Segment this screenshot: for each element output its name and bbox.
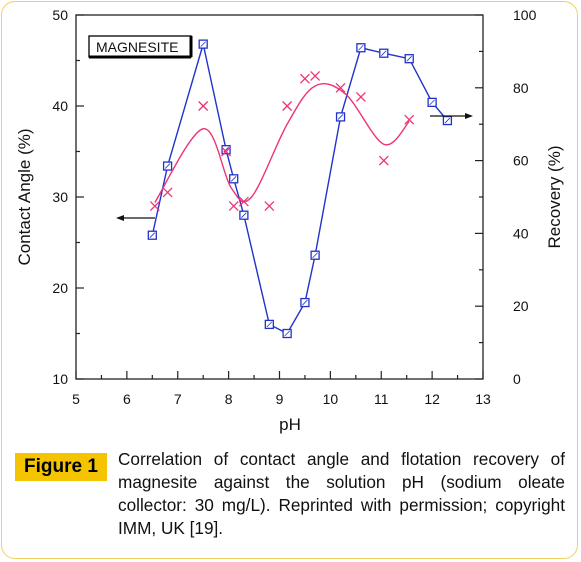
x-tick-label: 9 <box>276 391 284 407</box>
recovery-series-point-hatch <box>302 299 308 306</box>
y-left-tick-label: 10 <box>52 371 68 387</box>
left-axis-arrow <box>116 215 155 221</box>
y-left-tick-label: 20 <box>52 280 68 296</box>
y-right-tick-label: 60 <box>513 153 529 169</box>
plot-area-border <box>75 14 484 380</box>
contact-angle-series-point <box>299 73 310 84</box>
contact-angle-series-point <box>221 146 232 157</box>
figure-caption: Correlation of contact angle and flotati… <box>118 449 565 538</box>
contact-angle-series-point <box>228 201 239 212</box>
x-tick-label: 11 <box>374 391 389 407</box>
x-tick-label: 12 <box>424 391 440 407</box>
contact-angle-series-fit-curve <box>154 83 410 203</box>
recovery-series-point-hatch <box>381 50 387 57</box>
recovery-series-point-hatch <box>406 55 413 62</box>
x-tick-label: 7 <box>174 391 182 407</box>
y-left-tick-label: 50 <box>52 7 68 23</box>
recovery-series-point-hatch <box>149 232 156 239</box>
contact-angle-series-point <box>310 71 321 81</box>
x-tick-label: 13 <box>475 391 491 407</box>
recovery-series-point-hatch <box>429 99 435 106</box>
y-axis-right-label: Recovery (%) <box>545 146 564 249</box>
recovery-series-point-hatch <box>223 146 229 153</box>
inset-label-box: MAGNESITE <box>88 35 193 59</box>
y-right-tick-label: 80 <box>513 80 529 96</box>
y-right-tick-label: 20 <box>513 298 529 314</box>
recovery-series-point-hatch <box>358 44 364 51</box>
recovery-series-point-hatch <box>241 212 247 218</box>
x-tick-label: 8 <box>225 391 233 407</box>
y-axis-left-label: Contact Angle (%) <box>15 128 34 265</box>
recovery-series-point-hatch <box>164 163 171 169</box>
x-tick-label: 10 <box>323 391 339 407</box>
y-left-tick-label: 30 <box>52 189 68 205</box>
contact-angle-series-point <box>198 101 209 111</box>
contact-angle-series-point <box>378 155 389 166</box>
contact-angle-series-point <box>335 82 346 93</box>
right-axis-arrow <box>430 113 473 119</box>
recovery-series-line <box>151 43 448 335</box>
dual-axis-chart: 5 6 7 8 9 10 11 12 13 10 20 30 40 50 0 20 40 60 80 100 MAGN… <box>15 7 564 434</box>
y-left-tick-label: 40 <box>52 98 68 114</box>
contact-angle-series-point <box>162 187 173 198</box>
recovery-series-point-hatch <box>230 176 237 182</box>
contact-angle-series-point <box>355 91 366 102</box>
x-tick-label: 5 <box>72 391 80 407</box>
y-right-tick-label: 0 <box>513 371 521 387</box>
contact-angle-series-point <box>149 201 160 212</box>
recovery-series-point-hatch <box>200 41 206 47</box>
recovery-series-point-hatch <box>337 114 344 120</box>
contact-angle-series-point <box>282 101 293 111</box>
contact-angle-series-point <box>264 201 275 212</box>
y-right-tick-label: 40 <box>513 225 529 241</box>
recovery-series-point-hatch <box>312 252 318 259</box>
inset-label: MAGNESITE <box>96 39 178 55</box>
y-right-tick-label: 100 <box>513 7 537 23</box>
x-tick-label: 6 <box>123 391 131 407</box>
contact-angle-series-point <box>404 114 415 125</box>
recovery-series-point-hatch <box>284 330 290 337</box>
recovery-series-point-hatch <box>444 117 451 124</box>
contact-angle-series-point <box>238 196 249 207</box>
recovery-series-point-hatch <box>266 321 273 328</box>
figure-label-badge: Figure 1 <box>15 453 107 481</box>
x-axis-label: pH <box>279 415 301 434</box>
